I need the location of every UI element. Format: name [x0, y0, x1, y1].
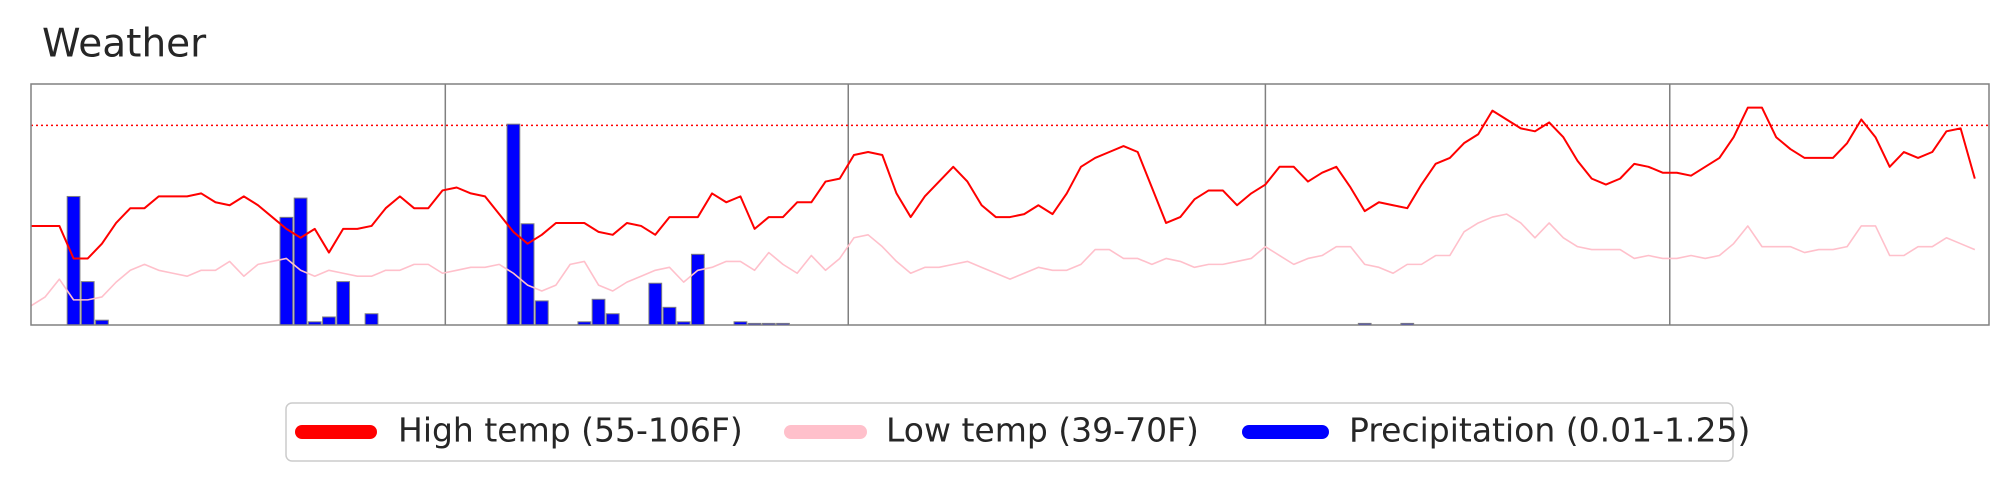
precip-bar	[279, 216, 294, 326]
precip-bar	[293, 197, 308, 326]
precip-bar	[591, 298, 606, 326]
legend-label: High temp (55-106F)	[398, 411, 743, 450]
temp-line	[30, 213, 1976, 307]
precip-bar	[690, 253, 705, 326]
precip-bar	[648, 282, 663, 326]
temp-line	[31, 106, 1976, 260]
precip-bar	[605, 313, 620, 326]
legend-box	[285, 402, 1734, 462]
precip-bar	[336, 281, 351, 326]
precip-bar	[364, 313, 379, 326]
precip-bar	[322, 316, 336, 326]
legend-label: Precipitation (0.01-1.25)	[1349, 411, 1750, 450]
precip-bar	[534, 300, 549, 326]
precip-bar	[662, 306, 677, 326]
precip-bar	[506, 123, 521, 326]
precip-bar	[80, 281, 95, 326]
plot-frame	[30, 83, 1990, 326]
chart-title: Weather	[42, 22, 207, 67]
precip-bar	[66, 195, 81, 326]
legend-label: Low temp (39-70F)	[886, 411, 1199, 450]
